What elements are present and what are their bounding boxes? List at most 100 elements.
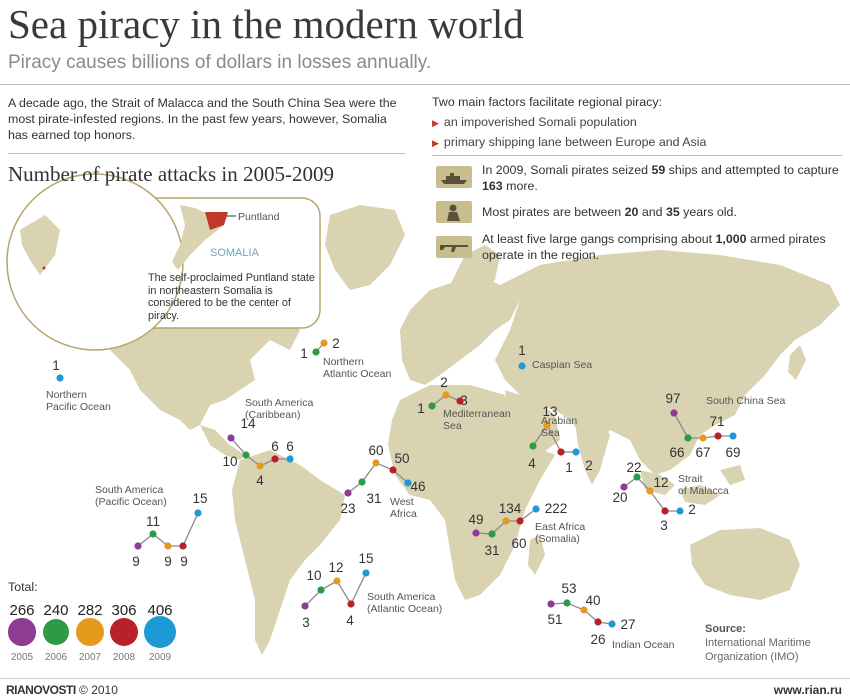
data-label: 49 (468, 512, 483, 527)
total-year-label: 2008 (112, 652, 136, 663)
data-point-2008 (516, 517, 524, 525)
total-value-2009: 406 (147, 602, 173, 619)
data-label: 53 (561, 581, 576, 596)
data-point-2009 (676, 507, 684, 515)
page-subtitle: Piracy causes billions of dollars in los… (8, 52, 432, 73)
data-label: 11 (146, 514, 160, 529)
region-name: South China Sea (706, 395, 786, 407)
region-chart-east-africa-somalia: 49 31 60 134 222 East Africa (Somalia) (468, 501, 585, 558)
total-year-label: 2009 (148, 652, 172, 663)
footer-url[interactable]: www.rian.ru (773, 683, 842, 697)
data-point-2008 (389, 466, 397, 474)
data-label: 31 (366, 491, 381, 506)
data-point-2006 (428, 402, 436, 410)
header-divider (0, 84, 850, 85)
region-name: Indian Ocean (612, 639, 675, 651)
data-label: 3 (460, 393, 468, 408)
data-label: 51 (547, 612, 562, 627)
data-label: 222 (545, 501, 568, 516)
data-label: 1 (565, 460, 573, 475)
data-point-2005 (670, 409, 678, 417)
data-point-2007 (580, 606, 588, 614)
data-label: 3 (302, 615, 310, 630)
data-point-2007 (699, 434, 707, 442)
region-chart-strait-of-malacca: 20 22 12 3 2 Strait of Malacca (612, 460, 728, 533)
region-chart-indian-ocean: 51 53 40 26 27 Indian Ocean (547, 581, 675, 651)
data-label: 27 (620, 617, 635, 632)
page-title: Sea piracy in the modern world (8, 1, 524, 47)
data-label: 15 (358, 551, 373, 566)
data-point-2008 (179, 542, 187, 550)
total-value-2008: 306 (111, 602, 137, 619)
chart-title: Number of pirate attacks in 2005-2009 (8, 162, 334, 186)
region-name: Northern Atlantic Ocean (323, 356, 391, 380)
data-point-2009 (532, 505, 540, 513)
region-name: East Africa (Somalia) (535, 521, 585, 545)
data-point-2009 (518, 362, 526, 370)
puntland-label: Puntland (238, 211, 280, 223)
data-point-2007 (442, 391, 450, 399)
fact-age: Most pirates are between 20 and 35 years… (482, 205, 737, 219)
data-label: 12 (328, 560, 343, 575)
data-label: 13 (542, 404, 557, 419)
total-value-2005: 266 (9, 602, 35, 619)
data-label: 50 (394, 451, 409, 466)
data-point-2007 (502, 517, 510, 525)
data-label: 9 (180, 554, 188, 569)
total-value-2007: 282 (77, 602, 103, 619)
intro-divider (8, 153, 405, 154)
data-label: 12 (653, 475, 668, 490)
data-label: 46 (410, 479, 425, 494)
data-point-2007 (333, 577, 341, 585)
data-label: 4 (528, 456, 536, 471)
data-point-2009 (572, 448, 580, 456)
ship-icon (436, 166, 472, 188)
data-label: 60 (368, 443, 383, 458)
data-label: 67 (695, 445, 710, 460)
data-point-2008 (271, 455, 279, 463)
data-label: 2 (332, 336, 340, 351)
inset-marker (42, 266, 46, 270)
inset-land (20, 215, 60, 275)
data-point-2007 (320, 339, 328, 347)
data-point-2007 (646, 487, 654, 495)
region-chart-south-america-caribbean: 14 10 4 6 6 South America (Caribbean) (222, 397, 313, 488)
data-point-2006 (317, 586, 325, 594)
data-label: 2 (688, 502, 696, 517)
region-chart-south-china-sea: 97 66 67 71 69 South China Sea (665, 391, 785, 460)
data-point-2005 (134, 542, 142, 550)
data-point-2006 (312, 348, 320, 356)
data-point-2005 (620, 483, 628, 491)
data-point-2007 (164, 542, 172, 550)
data-point-2006 (633, 473, 641, 481)
data-point-2009 (286, 455, 294, 463)
data-label: 26 (590, 632, 605, 647)
data-point-2008 (557, 448, 565, 456)
data-point-2005 (227, 434, 235, 442)
total-dot-2005 (8, 618, 36, 646)
inset-globe: Puntland SOMALIA The self-proclaimed Pun… (6, 173, 321, 351)
data-point-2006 (358, 478, 366, 486)
data-label: 9 (164, 554, 172, 569)
factor-item: ▶ an impoverished Somali population (432, 115, 637, 129)
fact-ships: In 2009, Somali pirates seized 59 ships … (482, 163, 839, 193)
factors-heading: Two main factors facilitate regional pir… (432, 95, 663, 109)
land-masses (40, 205, 840, 655)
data-point-2006 (488, 530, 496, 538)
somalia-label: SOMALIA (210, 247, 260, 259)
data-label: 20 (612, 490, 627, 505)
total-dot-2008 (109, 617, 139, 647)
region-chart-northern-atlantic-ocean: 1 2 Northern Atlantic Ocean (300, 336, 391, 380)
data-label: 10 (306, 568, 321, 583)
data-label: 2 (585, 458, 593, 473)
data-label: 1 (518, 343, 526, 358)
data-point-2006 (563, 599, 571, 607)
region-name: Caspian Sea (532, 359, 592, 371)
total-year-label: 2007 (78, 652, 102, 663)
source-note: Source: International Maritime Organizati… (705, 623, 811, 663)
data-point-2008 (456, 397, 464, 405)
region-name: South America (Pacific Ocean) (95, 484, 167, 508)
